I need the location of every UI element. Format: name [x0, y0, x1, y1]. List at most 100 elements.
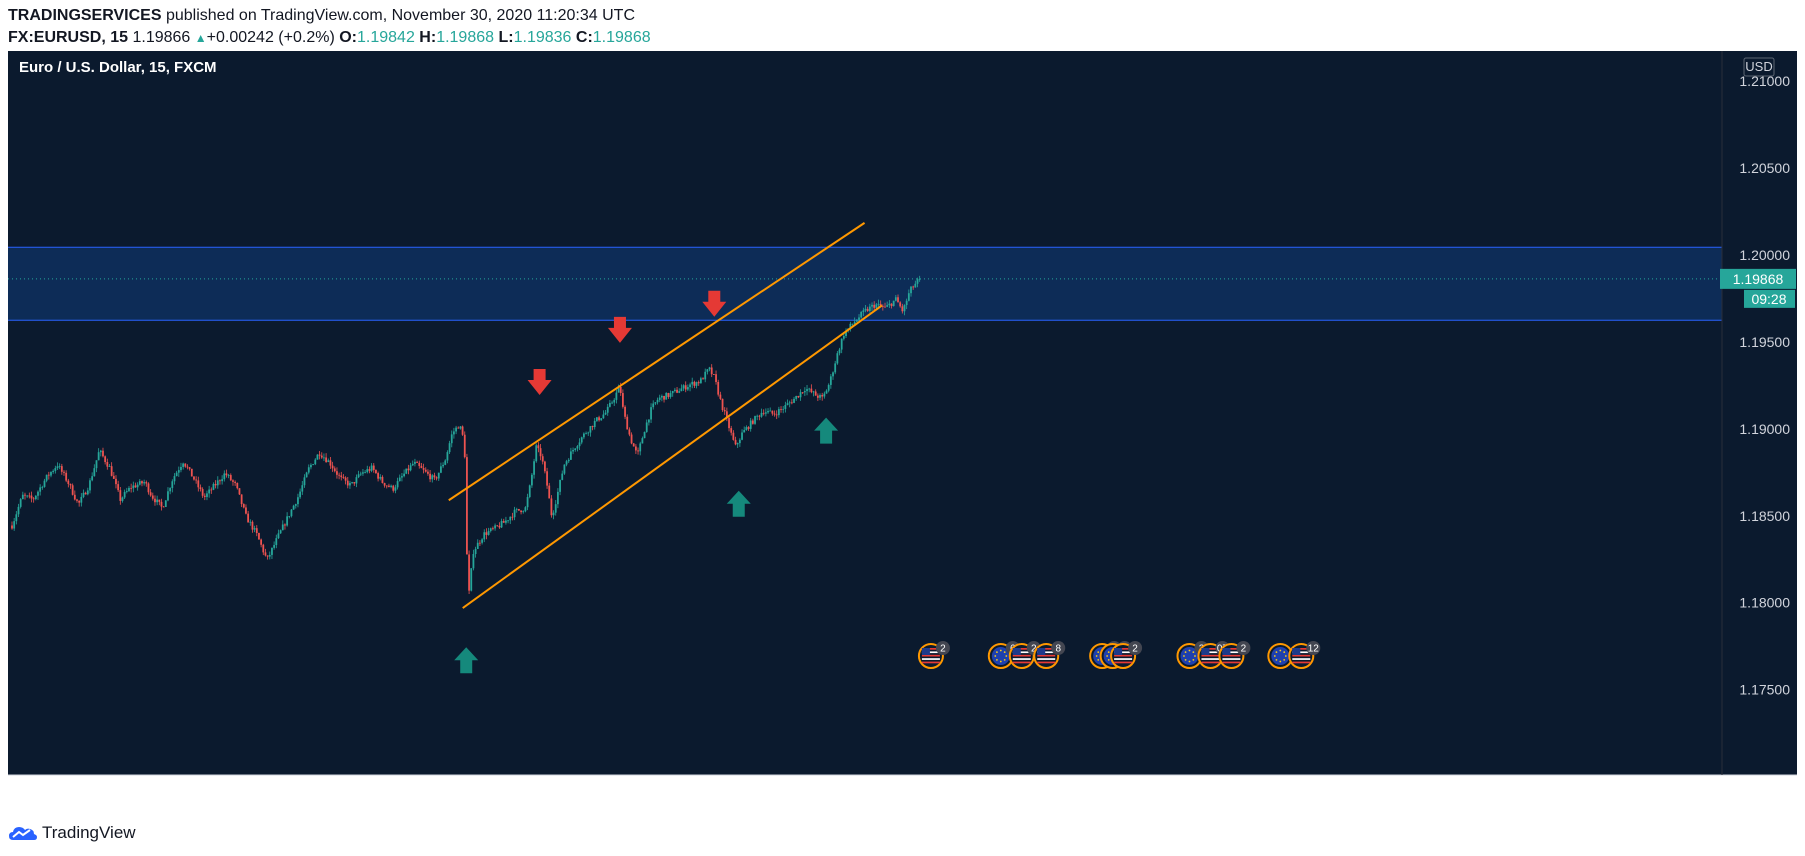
x-tick-label: 25 [581, 785, 597, 801]
candle-down [32, 498, 35, 500]
candle-up [275, 538, 278, 546]
candle-up [600, 418, 603, 421]
flag-stripe [1012, 654, 1031, 657]
candle-up [704, 371, 707, 380]
candle-up [206, 493, 208, 497]
y-tick-label: 1.18500 [1739, 508, 1790, 524]
candle-down [814, 391, 817, 396]
candle-up [156, 499, 159, 503]
candle-up [26, 495, 29, 497]
candle-up [611, 402, 613, 404]
candle-up [819, 395, 821, 398]
flag-stripe [1222, 648, 1241, 650]
flag-stripe [1037, 651, 1056, 654]
candle-down [320, 455, 323, 458]
candle-up [743, 429, 746, 433]
candle-up [86, 490, 89, 495]
candle-up [442, 464, 444, 467]
candle-up [907, 293, 910, 301]
candle-down [496, 525, 499, 527]
eu-star [1107, 658, 1110, 661]
candle-down [383, 482, 386, 486]
candle-down [141, 481, 143, 484]
y-tick-label: 1.20000 [1739, 247, 1790, 263]
event-badge [1128, 641, 1143, 655]
x-tick-label: 27 [769, 785, 785, 801]
y-tick-label: 1.19500 [1739, 334, 1790, 350]
us-event-icon: 12 [1288, 641, 1321, 669]
us-event-icon: 2 [917, 641, 950, 669]
candle-up [673, 389, 676, 392]
candle-up [19, 499, 22, 507]
candle-down [466, 457, 468, 555]
flag-stripe [1201, 661, 1220, 664]
up-triangle-icon: ▲ [194, 31, 207, 45]
candle-down [84, 492, 87, 495]
candle-down [214, 483, 217, 486]
candle-down [60, 466, 63, 472]
candle-down [238, 488, 241, 495]
candle-up [795, 395, 798, 399]
candle-down [30, 495, 33, 499]
candle-up [444, 460, 447, 465]
candle-down [866, 308, 869, 311]
candle-up [557, 491, 559, 505]
eu-star [1188, 660, 1191, 663]
candle-down [219, 480, 221, 482]
candle-down [632, 443, 635, 447]
candle-down [492, 528, 494, 530]
candle-up [875, 304, 878, 308]
candle-down [229, 475, 232, 481]
candle-down [368, 469, 371, 471]
candle-down [236, 482, 239, 489]
candle-up [301, 485, 304, 492]
flag-canton [1114, 648, 1123, 655]
candle-up [851, 323, 854, 325]
price-chart[interactable]: 2628352207212 1.210001.205001.200001.195… [0, 50, 1805, 816]
candle-up [411, 463, 414, 466]
candle-down [76, 499, 78, 501]
candle-down [353, 482, 356, 484]
candle-down [333, 468, 336, 472]
candle-up [216, 480, 219, 486]
currency-box[interactable] [1743, 57, 1775, 77]
candle-down [546, 471, 548, 486]
candle-up [862, 310, 865, 312]
flag-canton [1222, 648, 1231, 655]
tradingview-logo[interactable]: TradingView [8, 822, 136, 844]
flag-stripe [921, 658, 940, 660]
candle-up [379, 476, 382, 479]
candle-down [392, 485, 395, 491]
candle-up [641, 438, 644, 444]
candle-up [390, 485, 392, 487]
candle-up [403, 473, 405, 477]
candle-up [660, 395, 663, 398]
candle-up [741, 432, 743, 440]
candle-up [440, 466, 442, 473]
candle-up [509, 516, 512, 521]
down-arrow-icon [527, 369, 552, 396]
candle-up [749, 420, 752, 429]
candle-up [13, 521, 16, 529]
candle-up [845, 330, 847, 337]
candle-down [479, 542, 481, 544]
flag-stripe [1222, 654, 1241, 657]
candle-down [790, 402, 793, 404]
candle-up [764, 412, 767, 414]
publisher-name[interactable]: TRADINGSERVICES [8, 7, 162, 24]
candle-down [260, 539, 263, 545]
candle-up [123, 492, 126, 498]
candle-down [550, 498, 553, 516]
candle-up [93, 468, 96, 477]
candle-up [54, 468, 57, 471]
candle-up [437, 472, 440, 479]
candle-up [853, 321, 856, 324]
candle-up [56, 466, 59, 469]
flag-stripe [1114, 651, 1133, 654]
candle-down [184, 463, 187, 467]
candle-up [277, 533, 280, 539]
candle-up [578, 442, 581, 447]
candle-down [134, 485, 137, 488]
flag-canton [1037, 648, 1046, 655]
candle-up [825, 390, 828, 394]
